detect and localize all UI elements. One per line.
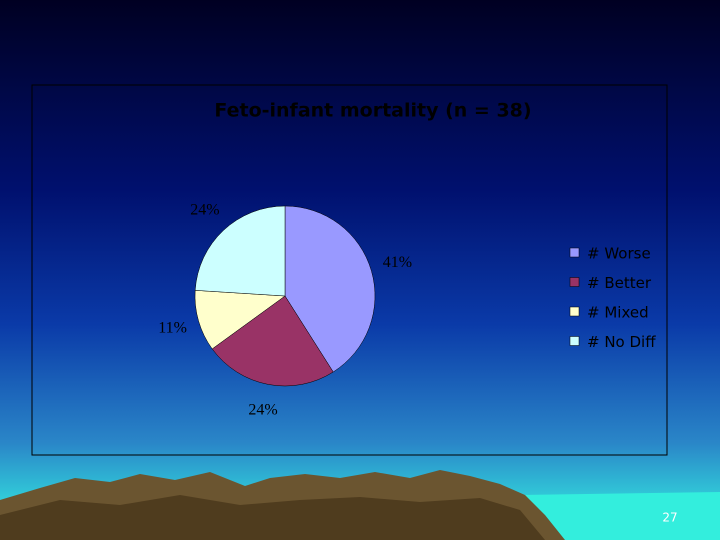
legend-label: # Mixed <box>587 304 649 322</box>
legend-swatch <box>569 306 580 317</box>
data-label: 24% <box>248 402 277 419</box>
pie-slice <box>211 295 334 387</box>
pie-slice <box>194 205 286 297</box>
water <box>520 492 720 540</box>
legend-swatch <box>569 247 580 258</box>
data-label: 11% <box>158 319 187 336</box>
legend-label: # Better <box>587 274 652 292</box>
legend-label: # Worse <box>587 245 651 263</box>
legend-swatch <box>569 277 580 287</box>
data-label: 41% <box>383 254 412 271</box>
chart-frame <box>31 84 668 456</box>
mountain-shadow <box>0 495 545 540</box>
chart-title: Feto-infant mortality (n = 38) <box>214 100 531 122</box>
pie-slice <box>284 205 376 373</box>
slide-number: 27 <box>662 511 677 525</box>
data-label: 24% <box>190 201 219 218</box>
legend-label: # No Diff <box>587 333 656 351</box>
legend-swatch <box>569 336 580 346</box>
